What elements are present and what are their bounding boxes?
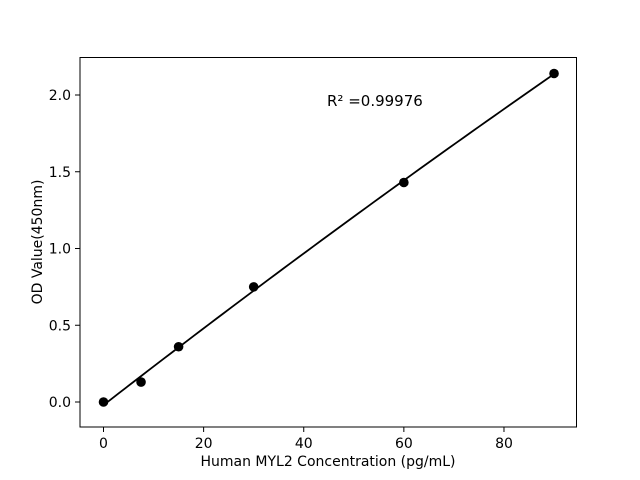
x-axis-label: Human MYL2 Concentration (pg/mL) <box>200 454 455 470</box>
x-tick-label: 40 <box>295 436 313 452</box>
y-tick-label: 0.0 <box>49 395 71 411</box>
y-axis-ticks: 0.0 0.5 1.0 1.5 2.0 <box>49 88 80 411</box>
x-axis-ticks: 0 20 40 60 80 <box>99 427 513 452</box>
y-axis-label: OD Value(450nm) <box>30 180 46 305</box>
data-point-marker <box>173 341 184 352</box>
data-points <box>98 68 559 407</box>
plot-area-border <box>79 57 577 428</box>
fitted-curve <box>102 73 555 406</box>
y-tick-label: 0.5 <box>49 318 71 334</box>
y-tick-label: 1.5 <box>49 165 71 181</box>
data-point-marker <box>98 397 109 407</box>
data-point-marker <box>248 282 259 292</box>
data-point-marker <box>399 177 409 188</box>
y-tick-label: 2.0 <box>49 88 71 104</box>
y-tick-label: 1.0 <box>49 242 71 258</box>
x-tick-label: 80 <box>495 436 513 452</box>
data-point-marker <box>549 68 559 79</box>
data-point-marker <box>136 377 146 387</box>
x-tick-label: 20 <box>195 436 213 452</box>
x-tick-label: 60 <box>395 436 413 452</box>
r-squared-annotation: R² =0.99976 <box>327 92 423 110</box>
x-tick-label: 0 <box>99 436 108 452</box>
